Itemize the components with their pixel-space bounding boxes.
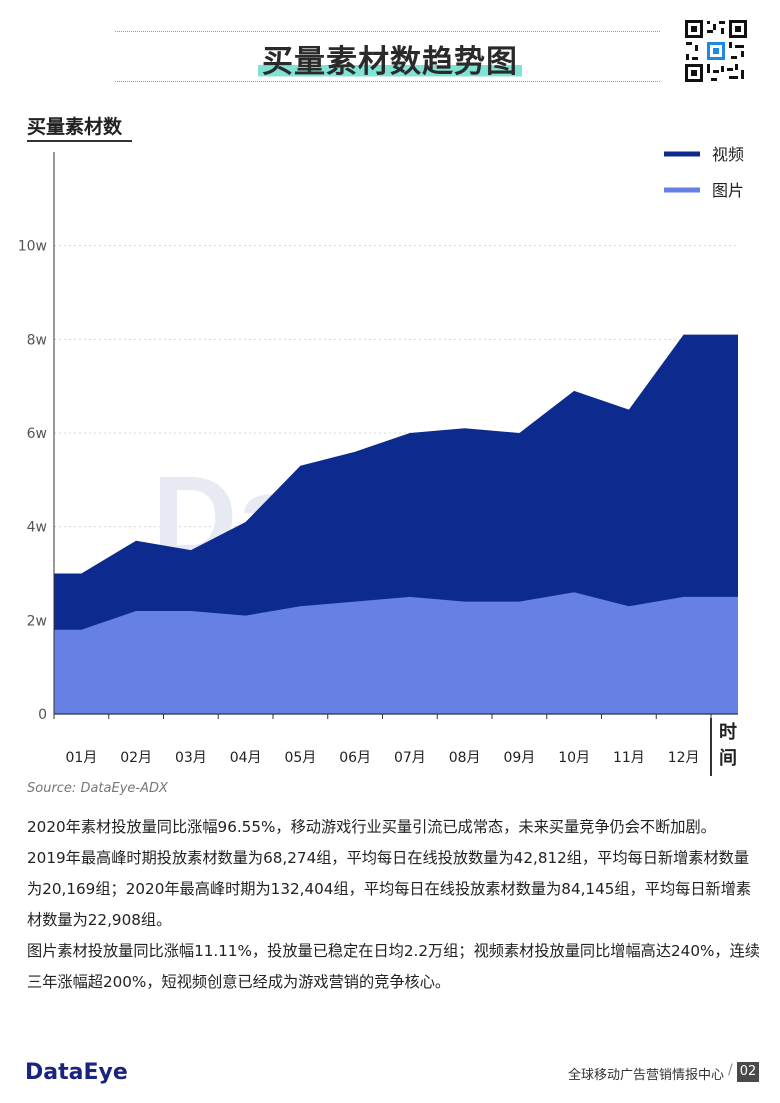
x-tick-label: 08月	[449, 750, 481, 766]
paragraph-1: 2020年素材投放量同比涨幅96.55%，移动游戏行业买量引流已成常态，未来买量…	[27, 818, 716, 836]
y-tick-label: 0	[38, 707, 47, 723]
x-tick-label: 02月	[120, 750, 152, 766]
x-tick-label: 10月	[558, 750, 590, 766]
title-top-rule	[115, 31, 660, 32]
x-tick-label: 07月	[394, 750, 426, 766]
x-tick-label: 06月	[339, 750, 371, 766]
x-tick-label: 09月	[503, 750, 535, 766]
paragraph-2: 2019年最高峰时期投放素材数量为68,274组，平均每日在线投放数量为42,8…	[27, 849, 752, 929]
dataeye-logo: DataEye	[25, 1060, 128, 1085]
footer-tagline: 全球移动广告营销情报中心	[568, 1068, 725, 1083]
y-tick-label: 10w	[18, 239, 47, 255]
y-ticks: 0 2w 4w 6w 8w 10w	[18, 239, 47, 723]
y-tick-label: 4w	[27, 520, 47, 536]
x-ticks: 01月 02月 03月 04月 05月 06月 07月 08月 09月 10月 11月 12月	[53, 714, 712, 766]
paragraph-3: 图片素材投放量同比涨幅11.11%，投放量已稳定在日均2.2万组；视频素材投放量…	[27, 942, 760, 991]
x-axis-label-char-1: 时	[719, 722, 737, 743]
x-tick-label: 11月	[613, 750, 645, 766]
y-tick-label: 8w	[27, 332, 47, 348]
x-tick-label: 01月	[65, 750, 97, 766]
title-bottom-rule	[115, 81, 660, 82]
y-tick-label: 2w	[27, 613, 47, 629]
image-area	[54, 592, 738, 714]
page-separator: /	[728, 1062, 733, 1078]
legend-label: 图片	[712, 181, 744, 200]
qr-code-icon	[683, 18, 749, 84]
y-axis-label-underline	[27, 140, 132, 142]
x-tick-label: 04月	[230, 750, 262, 766]
x-tick-label: 05月	[284, 750, 316, 766]
source-note: Source: DataEye-ADX	[27, 781, 168, 796]
legend-label: 视频	[712, 145, 744, 164]
y-axis-label: 买量素材数	[27, 116, 123, 138]
y-tick-label: 6w	[27, 426, 47, 442]
x-tick-label: 12月	[668, 750, 700, 766]
x-axis-label-char-2: 间	[719, 748, 737, 769]
page-title: 买量素材数趋势图	[0, 36, 780, 81]
page-number: 02	[737, 1062, 759, 1082]
x-tick-label: 03月	[175, 750, 207, 766]
